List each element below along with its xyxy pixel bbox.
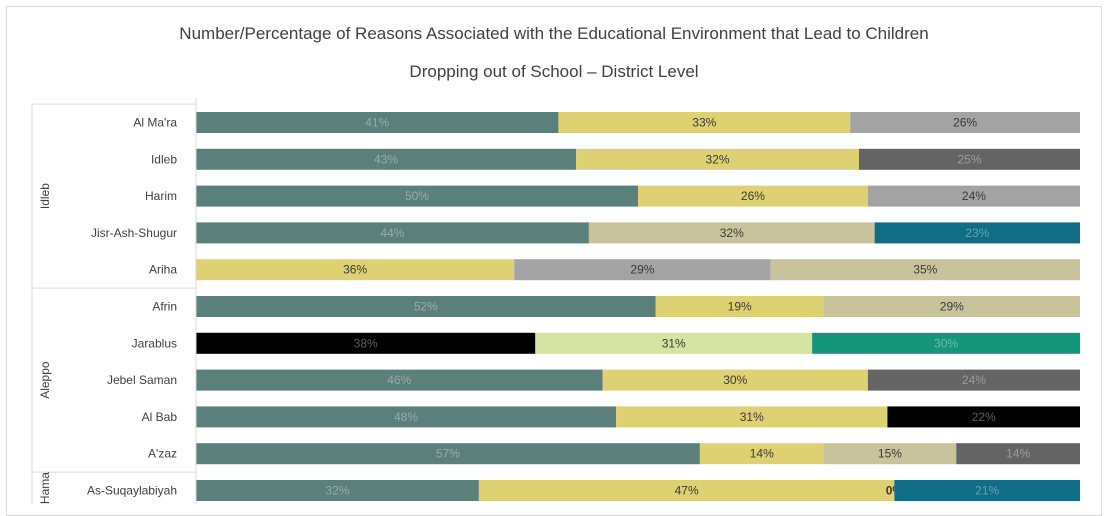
category-label: A'zaz [148,447,177,461]
bar-data-label: 31% [740,410,764,424]
bar-segment [196,480,479,501]
bar-segment [196,112,559,133]
category-label: Ariha [149,263,177,277]
bar-data-label: 32% [720,226,744,240]
bar-segment [887,406,1080,428]
bar-data-label: 29% [630,263,654,277]
bar-segment [196,406,617,428]
bar-data-label: 25% [957,152,981,166]
bar-segment [655,296,824,317]
bar-data-label: 24% [962,373,986,387]
bar-segment [850,112,1080,133]
bar-segment [859,148,1080,170]
bar-data-label: 14% [750,447,774,461]
bar-data-label: 26% [741,189,765,203]
bar-data-label: 46% [387,373,411,387]
bar-segment [770,259,1080,281]
bar-segment [478,480,895,501]
bar-segment [196,222,589,244]
group-label: Idleb [38,183,52,209]
bar-data-label: 32% [325,484,349,498]
category-label: Harim [145,189,177,203]
group-label: Hama [38,472,52,504]
bar-data-label: 43% [374,152,398,166]
bar-segment [874,222,1080,244]
bar-data-label: 44% [380,226,404,240]
bar-segment [514,259,771,281]
bar-segment [576,148,859,170]
category-label: As-Suqaylabiyah [87,484,177,498]
stacked-bar-chart: 41% 33% 26% Al Ma'ra 43% 32% 25% Idleb 50% 26% 24%… [31,98,1080,504]
category-label: Jebel Saman [107,373,177,387]
bar-segment [588,222,875,244]
bar-data-label: 48% [394,410,418,424]
bar-segment [699,443,824,465]
bar-data-label: 35% [913,263,937,277]
bar-segment [196,443,700,465]
bar-segment [638,185,868,207]
bar-data-label: 19% [728,300,752,314]
bar-segment [956,443,1080,465]
category-label: Al Ma'ra [133,116,177,130]
bar-segment [823,296,1080,317]
chart-subtitle: Dropping out of School – District Level [409,62,699,81]
bar-data-label: 30% [723,373,747,387]
bar-segment [894,480,1080,501]
bar-segment [812,332,1080,354]
group-label: Aleppo [38,361,52,399]
bar-data-label: 33% [692,116,716,130]
bar-data-label: 38% [354,336,378,350]
category-label: Jarablus [132,336,177,350]
bar-data-label: 50% [405,189,429,203]
bar-segment [867,369,1080,391]
bar-segment [616,406,888,428]
bar-data-label: 32% [706,152,730,166]
bar-data-label: 52% [414,300,438,314]
bar-data-label: 14% [1006,447,1030,461]
category-label: Jisr-Ash-Shugur [91,226,177,240]
bar-data-label: 47% [675,484,699,498]
bar-segment [196,296,656,317]
bar-data-label: 23% [965,226,989,240]
bar-data-label: 31% [662,336,686,350]
chart-title: Number/Percentage of Reasons Associated … [179,24,929,43]
bar-data-label: 15% [878,447,902,461]
bar-data-label: 26% [953,116,977,130]
bar-segment [196,185,638,207]
bar-data-label: 41% [365,116,389,130]
bar-segment [196,369,603,391]
bar-segment [196,332,536,354]
bar-segment [196,148,577,170]
bar-segment [867,185,1080,207]
bar-data-label: 29% [940,300,964,314]
bar-segment [196,259,515,281]
category-label: Afrin [152,300,177,314]
bar-data-label: 36% [343,263,367,277]
category-label: Al Bab [142,410,178,424]
bar-segment [558,112,851,133]
bar-data-label: 30% [934,336,958,350]
bar-segment [535,332,813,354]
bar-data-label: 22% [972,410,996,424]
bar-data-label: 24% [962,189,986,203]
bar-segment [823,443,957,465]
category-label: Idleb [151,152,177,166]
bar-data-label: 21% [975,484,999,498]
bar-data-label: 57% [436,447,460,461]
bar-segment [602,369,868,391]
